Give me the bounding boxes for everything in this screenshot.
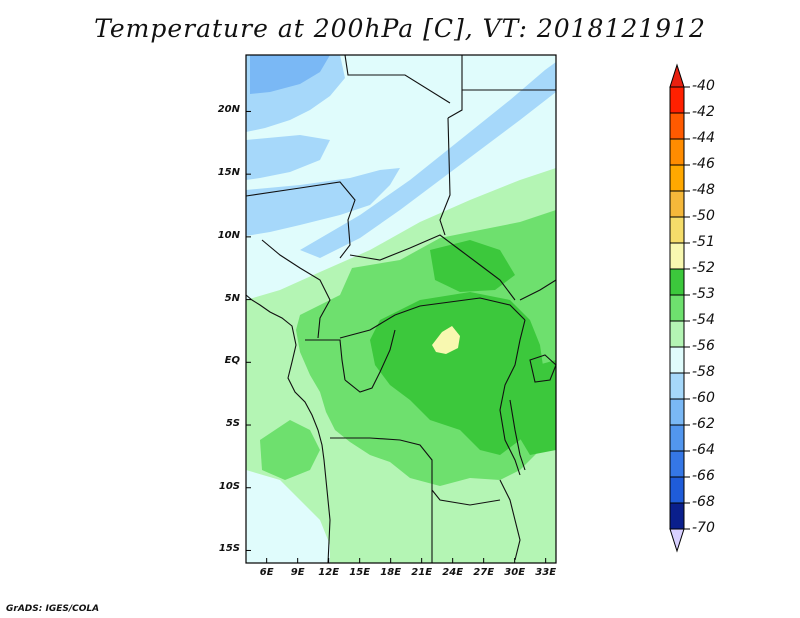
colorbar [669, 63, 690, 553]
colorbar-swatch [669, 294, 685, 322]
lat-label: 10N [217, 229, 240, 241]
lon-label: 24E [442, 567, 464, 578]
border-cameroon-gabon [305, 339, 346, 381]
border-chad-car [349, 234, 516, 301]
colorbar-swatch [669, 502, 685, 530]
field-blue-north-corner [250, 55, 330, 94]
colorbar-top-arrow [669, 63, 685, 88]
colorbar-label: -53 [692, 286, 715, 302]
colorbar-bottom-arrow [669, 528, 685, 553]
coastline-west [245, 294, 327, 481]
border-ethiopia [519, 279, 557, 301]
border-lake-tanganyika [509, 399, 526, 471]
lat-label: 5N [224, 292, 240, 304]
colorbar-label: -54 [692, 312, 715, 328]
field-light-blue-northwest-2 [246, 135, 330, 180]
colorbar-label: -56 [692, 338, 715, 354]
lat-label: 5S [225, 418, 240, 430]
colorbar-swatch [669, 242, 685, 270]
lon-label: 27E [473, 567, 495, 578]
colorbar-label: -68 [692, 494, 715, 510]
temperature-field [246, 55, 556, 563]
border-namibia [325, 479, 331, 564]
colorbar-label: -44 [692, 130, 715, 146]
colorbar-swatch [669, 268, 685, 296]
colorbar-label: -51 [692, 234, 715, 250]
border-drc-east [499, 319, 526, 476]
lon-label: 12E [318, 567, 340, 578]
border-lake-victoria [529, 354, 557, 383]
colorbar-swatch [669, 112, 685, 140]
axis-ticks [246, 110, 547, 563]
colorbar-label: -50 [692, 208, 715, 224]
lon-label: 33E [535, 567, 557, 578]
field-pale-cyan-southwest [246, 470, 330, 563]
colorbar-swatch [669, 398, 685, 426]
border-drc-angola [330, 437, 501, 506]
border-car-drc [339, 297, 526, 339]
border-congo-drc [344, 329, 396, 393]
colorbar-label: -66 [692, 468, 715, 484]
colorbar-label: -52 [692, 260, 715, 276]
colorbar-swatch [669, 86, 685, 114]
border-niger-chad [245, 181, 356, 259]
field-light-blue-band-sahel [246, 168, 400, 236]
lon-label: 18E [380, 567, 402, 578]
colorbar-label: -60 [692, 390, 715, 406]
colorbar-label: -48 [692, 182, 715, 198]
colorbar-swatch [669, 216, 685, 244]
lat-label: EQ [224, 355, 240, 367]
colorbar-swatch [669, 450, 685, 478]
lat-label: 15N [217, 167, 240, 179]
field-dark-green-east [515, 360, 556, 455]
colorbar-label: -42 [692, 104, 715, 120]
country-borders [245, 54, 557, 564]
lon-label: 30E [504, 567, 526, 578]
lat-label: 20N [217, 104, 240, 116]
colorbar-label: -64 [692, 442, 715, 458]
border-algeria-libya [344, 54, 451, 104]
lat-label: 10S [218, 480, 240, 492]
colorbar-label: -58 [692, 364, 715, 380]
border-malawi [499, 479, 521, 561]
border-chad-sudan [439, 117, 451, 236]
colorbar-swatch [669, 424, 685, 452]
colorbar-swatch [669, 346, 685, 374]
field-light-blue-band-diagonal [300, 62, 556, 258]
lon-label: 6E [259, 567, 274, 578]
lat-label: 15S [218, 543, 240, 555]
lon-label: 9E [290, 567, 305, 578]
colorbar-label: -70 [692, 520, 715, 536]
colorbar-swatch [669, 164, 685, 192]
map-title: Temperature at 200hPa [C], VT: 201812191… [94, 14, 706, 43]
field-green-southwest [260, 420, 320, 480]
border-nigeria-cameroon [261, 239, 331, 339]
colorbar-label: -46 [692, 156, 715, 172]
colorbar-label: -62 [692, 416, 715, 432]
field-yellow-minimum [432, 326, 460, 354]
colorbar-swatch [669, 320, 685, 348]
border-libya-egypt [447, 55, 463, 119]
lon-label: 15E [349, 567, 371, 578]
field-dark-green-north-patch [430, 240, 515, 292]
colorbar-swatch [669, 190, 685, 218]
colorbar-swatch [669, 372, 685, 400]
lon-label: 21E [411, 567, 433, 578]
colorbar-label: -40 [692, 78, 715, 94]
colorbar-swatch [669, 138, 685, 166]
map-frame [245, 54, 557, 564]
colorbar-swatch [669, 476, 685, 504]
grads-credit: GrADS: IGES/COLA [6, 604, 100, 614]
